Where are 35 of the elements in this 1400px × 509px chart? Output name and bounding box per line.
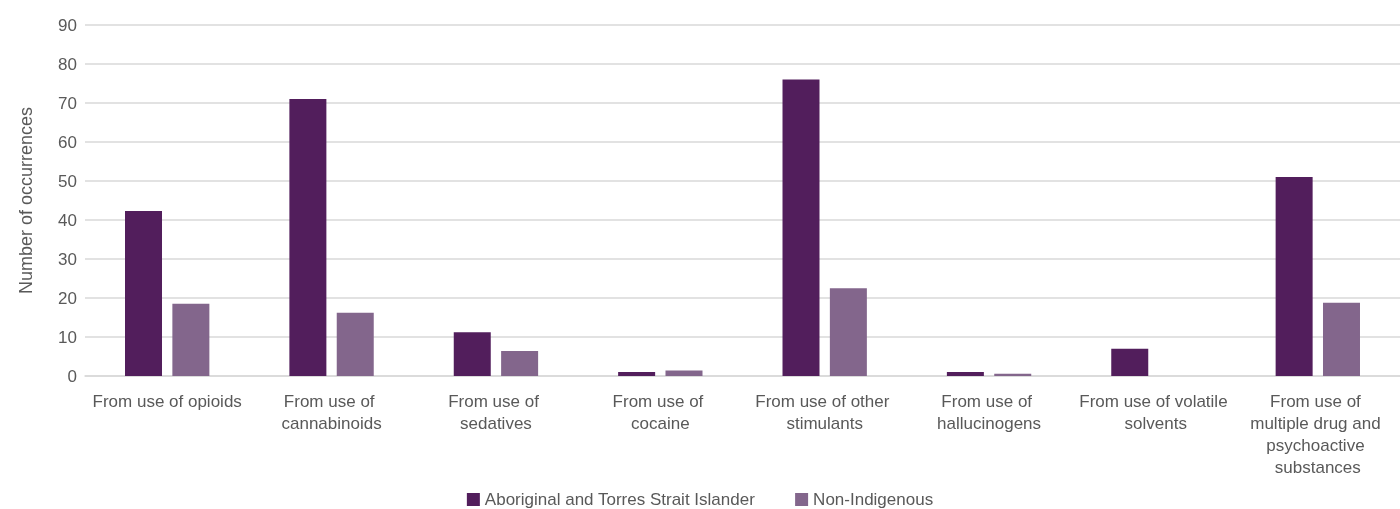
y-tick-label: 10 [58,327,77,347]
bar [829,288,867,376]
x-tick-label: From use of cocaine [612,391,709,433]
y-tick-label: 30 [58,249,77,269]
y-tick-label: 50 [58,171,77,191]
bar [665,370,703,376]
bar [782,79,820,376]
x-tick-label: From use of volatile solvents [1079,391,1228,433]
legend-label: Aboriginal and Torres Strait Islander [484,490,756,509]
x-tick-label: From use of sedatives [448,391,544,433]
x-tick-label: From use of opioids [92,391,242,411]
y-tick-label: 40 [58,210,77,230]
bar [172,303,210,376]
y-tick-label: 60 [58,132,77,152]
y-tick-label: 70 [58,93,77,113]
y-tick-label: 80 [58,54,77,74]
bar [1275,177,1313,376]
y-tick-label: 0 [67,366,77,386]
bar [125,211,163,376]
bar [289,99,327,376]
x-tick-label: From use of other stimulants [755,391,895,433]
y-tick-label: 90 [58,15,77,35]
bar [336,312,374,376]
bar [618,372,656,376]
x-tick-label: From use of hallucinogens [937,391,1042,433]
bar [946,372,984,376]
x-tick-label: From use of multiple drug and psychoactive substances [1250,391,1386,477]
bar [501,351,539,376]
bar [453,332,491,376]
bar [1111,348,1149,376]
legend-label: Non-Indigenous [813,490,934,509]
bar [1322,302,1360,376]
x-tick-label: From use of cannabinoids [281,391,382,433]
y-tick-label: 20 [58,288,77,308]
y-axis-title: Number of occurrences [16,106,36,295]
